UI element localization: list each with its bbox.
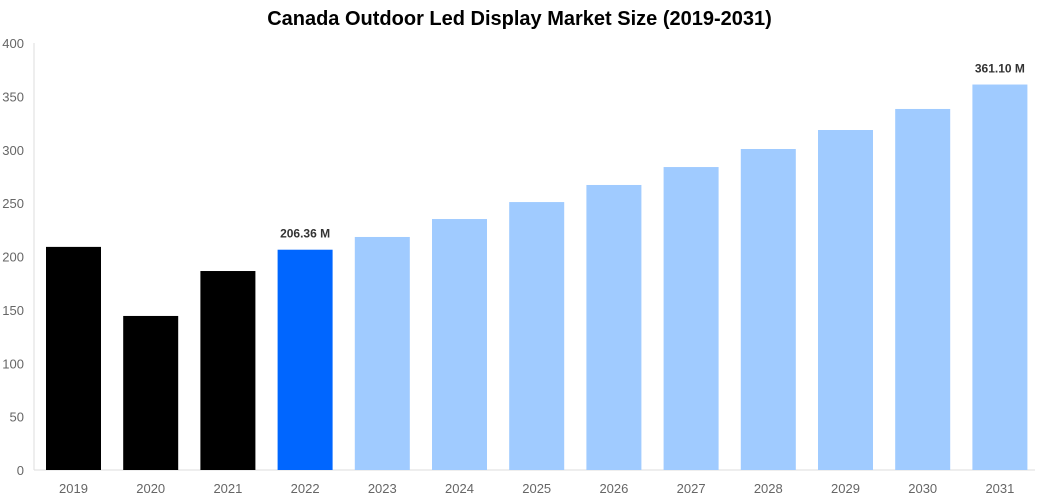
x-tick-label: 2019	[59, 481, 88, 496]
bar-2024	[432, 219, 487, 470]
bar-2030	[895, 108, 951, 470]
y-tick-label: 50	[10, 410, 24, 425]
bar-2021	[200, 271, 256, 470]
chart-title: Canada Outdoor Led Display Market Size (…	[267, 8, 772, 30]
y-tick-label: 150	[2, 303, 24, 318]
y-tick-label: 300	[2, 143, 24, 158]
y-tick-label: 350	[2, 89, 24, 104]
x-tick-label: 2026	[599, 481, 628, 496]
x-tick-label: 2021	[213, 481, 242, 496]
bar-2020	[123, 315, 179, 470]
x-tick-label: 2025	[522, 481, 551, 496]
x-tick-label: 2023	[368, 481, 397, 496]
x-tick-label: 2030	[908, 481, 937, 496]
bar-2031	[972, 84, 1028, 470]
y-tick-label: 250	[2, 196, 24, 211]
bar-2025	[509, 202, 565, 470]
x-tick-label: 2024	[445, 481, 474, 496]
bar-2026	[586, 184, 642, 471]
y-tick-label: 200	[2, 250, 24, 265]
x-tick-label: 2022	[291, 481, 320, 496]
data-label-2022: 206.36 M	[280, 227, 330, 241]
bar-2029	[818, 130, 873, 470]
x-tick-label: 2028	[754, 481, 783, 496]
y-tick-label: 400	[2, 36, 24, 51]
bar-2028	[740, 149, 796, 470]
data-label-2031: 361.10 M	[975, 62, 1025, 76]
x-tick-label: 2029	[831, 481, 860, 496]
y-tick-label: 100	[2, 356, 24, 371]
y-tick-label: 0	[17, 463, 24, 478]
bar-2019	[46, 246, 101, 470]
bar-2027	[663, 167, 719, 470]
x-tick-label: 2027	[677, 481, 706, 496]
x-tick-label: 2031	[985, 481, 1014, 496]
x-tick-label: 2020	[136, 481, 165, 496]
bar-2023	[354, 236, 410, 470]
bar-2022	[277, 249, 333, 470]
